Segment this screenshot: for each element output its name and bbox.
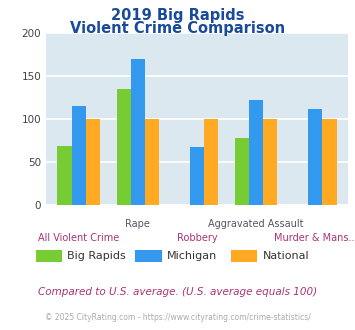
Text: Rape: Rape (125, 219, 150, 229)
Bar (145, 119, 159, 205)
Bar (131, 59, 145, 205)
Bar (190, 147, 204, 205)
Text: 2019 Big Rapids: 2019 Big Rapids (111, 8, 244, 23)
Text: All Violent Crime: All Violent Crime (38, 233, 119, 243)
Bar (204, 119, 218, 205)
Bar (116, 89, 131, 205)
Bar (58, 146, 72, 205)
Text: Murder & Mans...: Murder & Mans... (274, 233, 355, 243)
Bar (72, 106, 86, 205)
Bar (86, 119, 100, 205)
Bar (322, 119, 337, 205)
Bar (235, 138, 249, 205)
Text: Big Rapids: Big Rapids (67, 251, 126, 261)
Text: © 2025 CityRating.com - https://www.cityrating.com/crime-statistics/: © 2025 CityRating.com - https://www.city… (45, 314, 310, 322)
Bar (263, 119, 278, 205)
Text: National: National (263, 251, 309, 261)
Bar (308, 109, 322, 205)
Text: Aggravated Assault: Aggravated Assault (208, 219, 304, 229)
Text: Violent Crime Comparison: Violent Crime Comparison (70, 21, 285, 36)
Text: Compared to U.S. average. (U.S. average equals 100): Compared to U.S. average. (U.S. average … (38, 287, 317, 297)
Bar (249, 100, 263, 205)
Text: Robbery: Robbery (177, 233, 217, 243)
Text: Michigan: Michigan (167, 251, 217, 261)
